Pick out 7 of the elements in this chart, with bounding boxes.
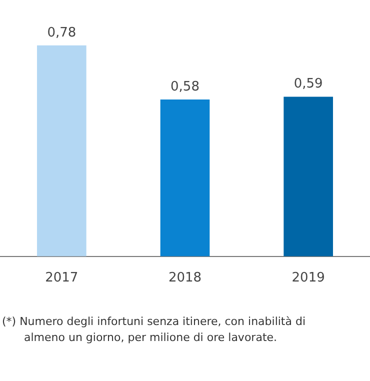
data-label: 0,58 xyxy=(170,79,200,94)
text: (*) Numero degli infortuni senza itinere, con inabilità di almeno un giorno, per milione di ore lavorate. xyxy=(2,314,307,346)
data-label: 0,59 xyxy=(294,76,323,92)
x-tick-label: 2019 xyxy=(292,270,325,286)
x-tick-label: 2017 xyxy=(45,270,78,286)
x-tick-label: 2018 xyxy=(168,270,202,286)
data-label: 0,78 xyxy=(47,25,76,40)
